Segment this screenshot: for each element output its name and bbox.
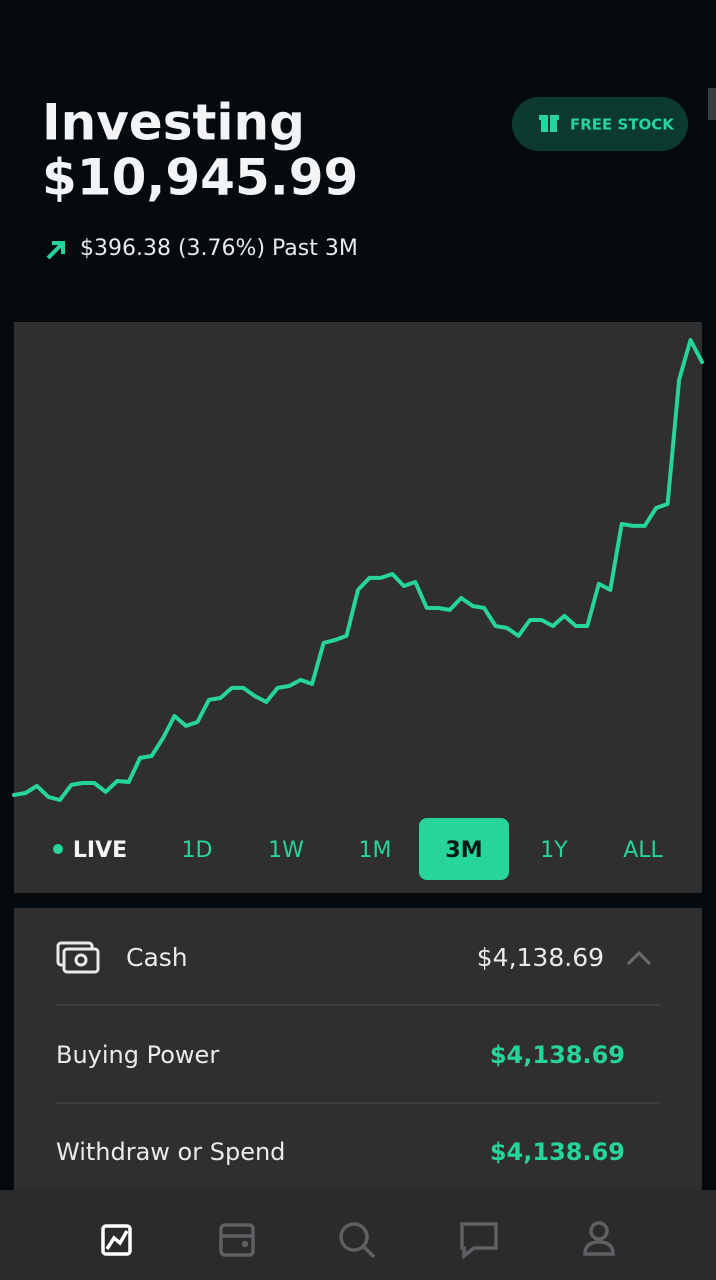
cash-icon [56,941,100,974]
page-title: Investing [42,94,305,152]
range-selected-bg [419,818,509,880]
free-stock-button[interactable]: FREE STOCK [512,97,688,151]
row-label: Buying Power [56,1041,219,1069]
range-button[interactable]: 3M [419,818,509,880]
row-value: $4,138.69 [490,1138,625,1166]
range-button[interactable]: 1W [268,838,304,863]
range-label: 1Y [540,838,568,863]
row-value: $4,138.69 [490,1041,625,1069]
chart-panel [14,322,702,893]
nav-messages[interactable] [460,1222,498,1260]
nav-wallet[interactable] [219,1223,255,1257]
row-label: Withdraw or Spend [56,1138,285,1166]
range-button[interactable]: 1D [182,838,213,863]
range-button[interactable]: ALL [623,838,663,863]
range-label: ALL [623,838,663,863]
bottom-nav [0,1190,716,1280]
range-label: 3M [445,838,482,863]
range-label: 1D [182,838,213,863]
range-label: LIVE [73,838,127,863]
cash-panel [14,908,702,1198]
cash-amount: $4,138.69 [477,943,604,972]
up-arrow [46,241,65,260]
change-text: $396.38 (3.76%) Past 3M [80,236,358,261]
nav-account[interactable] [583,1221,615,1256]
nav-search[interactable] [339,1222,376,1259]
range-button[interactable]: LIVE [53,838,127,863]
range-label: 1W [268,838,304,863]
range-button[interactable]: 1M [359,838,392,863]
cash-label: Cash [126,943,188,972]
collapse-chevron[interactable] [626,950,652,966]
price-line [12,338,704,802]
range-label: 1M [359,838,392,863]
scroll-indicator [708,88,716,120]
range-selector: LIVE 1D 1W 1M 3M 1Y ALL [53,818,664,880]
balance: $10,945.99 [42,149,358,207]
live-dot [53,844,63,854]
free-stock-label: FREE STOCK [570,116,675,134]
range-button[interactable]: 1Y [540,838,568,863]
nav-investing[interactable] [101,1224,132,1256]
chart [12,338,704,802]
